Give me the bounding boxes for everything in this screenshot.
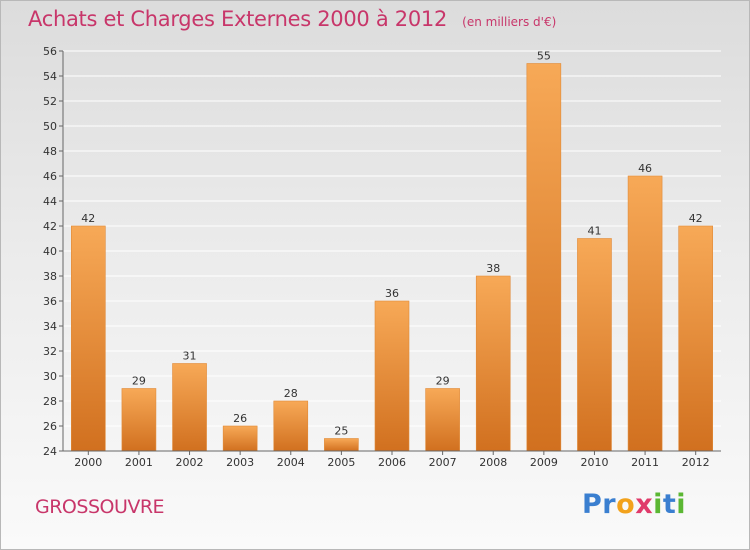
y-tick-label: 26 bbox=[43, 420, 57, 433]
bar bbox=[71, 225, 106, 452]
bar-value-label: 41 bbox=[587, 225, 601, 238]
y-tick-label: 40 bbox=[43, 245, 57, 258]
chart-title: Achats et Charges Externes 2000 à 2012 (… bbox=[28, 7, 556, 31]
x-tick-label: 2006 bbox=[378, 456, 406, 469]
bar-value-label: 31 bbox=[183, 350, 197, 363]
y-tick-label: 50 bbox=[43, 120, 57, 133]
x-tick-label: 2011 bbox=[631, 456, 659, 469]
bar-value-label: 26 bbox=[233, 412, 247, 425]
x-tick-label: 2007 bbox=[429, 456, 457, 469]
x-tick-label: 2001 bbox=[125, 456, 153, 469]
x-tick-label: 2008 bbox=[479, 456, 507, 469]
bar-value-label: 38 bbox=[486, 262, 500, 275]
y-tick-label: 56 bbox=[43, 45, 57, 58]
logo-letter: o bbox=[616, 489, 636, 520]
bar-value-label: 25 bbox=[334, 425, 348, 438]
y-tick-label: 30 bbox=[43, 370, 57, 383]
x-tick-label: 2009 bbox=[530, 456, 558, 469]
x-tick-label: 2005 bbox=[327, 456, 355, 469]
y-tick-label: 36 bbox=[43, 295, 57, 308]
bar-value-label: 55 bbox=[537, 50, 551, 63]
logo-letter: t bbox=[662, 489, 677, 520]
bar bbox=[273, 400, 309, 452]
bar bbox=[222, 425, 258, 452]
proxiti-logo[interactable]: Proxiti bbox=[582, 489, 686, 520]
y-tick-label: 46 bbox=[43, 170, 57, 183]
bar bbox=[678, 225, 713, 452]
y-tick-label: 44 bbox=[43, 195, 57, 208]
x-tick-label: 2012 bbox=[682, 456, 710, 469]
bar-value-label: 29 bbox=[132, 375, 146, 388]
y-tick-label: 48 bbox=[43, 145, 57, 158]
bar bbox=[475, 275, 511, 452]
bar bbox=[627, 175, 663, 452]
y-tick-label: 52 bbox=[43, 95, 57, 108]
logo-letter: x bbox=[635, 489, 654, 520]
bar-value-label: 36 bbox=[385, 287, 399, 300]
x-tick-label: 2004 bbox=[277, 456, 305, 469]
x-tick-label: 2002 bbox=[176, 456, 204, 469]
bar bbox=[526, 63, 562, 452]
bars: 42 29 31 26 28 25 36 29 38 55 41 46 42 bbox=[71, 50, 713, 452]
bar-value-label: 46 bbox=[638, 162, 652, 175]
bar bbox=[324, 438, 359, 452]
title-text: Achats et Charges Externes 2000 à 2012 bbox=[28, 7, 448, 31]
x-tick-label: 2000 bbox=[74, 456, 102, 469]
bar bbox=[374, 300, 410, 452]
y-tick-label: 24 bbox=[43, 445, 57, 458]
y-tick-label: 42 bbox=[43, 220, 57, 233]
y-tick-label: 54 bbox=[43, 70, 57, 83]
y-axis: 24 26 28 30 32 34 36 38 40 42 44 46 48 50 52 54 56 bbox=[43, 45, 64, 458]
logo-letter: i bbox=[676, 489, 687, 520]
y-tick-label: 32 bbox=[43, 345, 57, 358]
y-tick-label: 34 bbox=[43, 320, 57, 333]
bar-value-label: 29 bbox=[436, 375, 450, 388]
x-tick-label: 2003 bbox=[226, 456, 254, 469]
logo-letter: r bbox=[602, 489, 617, 520]
logo-letter: i bbox=[653, 489, 663, 520]
x-tick-label: 2010 bbox=[580, 456, 608, 469]
x-axis: 2000 2001 2002 2003 2004 2005 2006 2007 2008 2009… bbox=[63, 450, 721, 469]
commune-name: GROSSOUVRE bbox=[35, 496, 165, 518]
y-tick-label: 38 bbox=[43, 270, 57, 283]
title-unit: (en milliers d'€) bbox=[462, 15, 557, 29]
y-tick-label: 28 bbox=[43, 395, 57, 408]
bar bbox=[425, 388, 460, 452]
bar bbox=[577, 238, 612, 452]
bar-value-label: 42 bbox=[81, 212, 95, 225]
bar-value-label: 28 bbox=[284, 387, 298, 400]
bar bbox=[121, 388, 157, 452]
bar bbox=[172, 363, 207, 452]
bar-value-label: 42 bbox=[689, 212, 703, 225]
logo-letter: P bbox=[582, 489, 603, 520]
